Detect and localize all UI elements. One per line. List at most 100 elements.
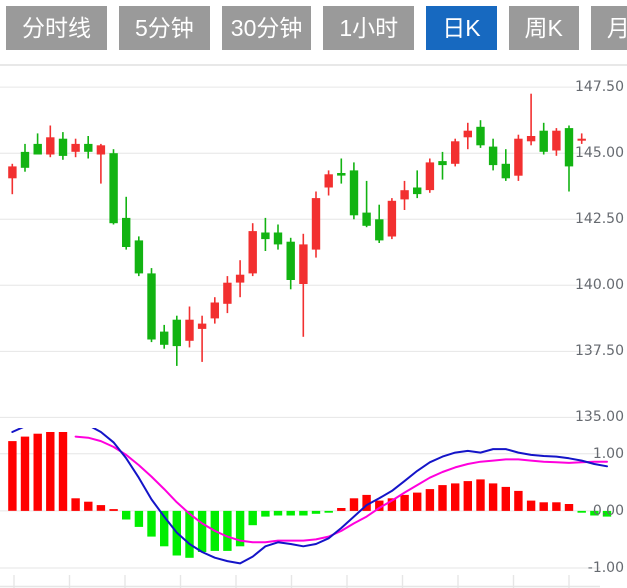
candle-body [147, 273, 156, 340]
candle-body [413, 187, 422, 195]
macd-histogram-bar [197, 510, 207, 552]
price-axis-tick: 142.50 [575, 211, 624, 228]
macd-histogram-bar [337, 508, 346, 511]
candle-body [577, 138, 586, 141]
candle-body [223, 282, 232, 304]
macd-histogram-bar [438, 485, 447, 511]
macd-histogram-bar [400, 494, 409, 511]
macd-histogram-bar [590, 510, 599, 516]
price-chart-panel[interactable]: 147.50 145.00 142.50 140.00 137.50 135.00 [0, 66, 627, 428]
macd-histogram-bar [552, 502, 561, 511]
macd-axis-tick: 0.00 [592, 502, 624, 519]
candle-body [451, 141, 460, 164]
candle-body [185, 319, 194, 341]
tab-1hour[interactable]: 1小时 [323, 6, 415, 50]
candle-body [172, 319, 181, 347]
macd-histogram-bar [577, 510, 586, 513]
candle-body [514, 138, 523, 176]
candle-body [109, 153, 118, 224]
candle-body [71, 143, 80, 152]
candle-body [488, 146, 498, 166]
candle-body [476, 126, 485, 146]
candle-body [564, 128, 574, 167]
macd-histogram-bar [248, 510, 257, 526]
macd-histogram-bar [8, 441, 17, 511]
macd-dea-line [74, 435, 608, 544]
macd-histogram-bar [20, 436, 30, 511]
price-axis-tick: 137.50 [575, 343, 624, 360]
candle-body [299, 244, 308, 284]
macd-histogram-bar [349, 498, 359, 511]
tab-5min[interactable]: 5分钟 [119, 6, 210, 50]
candle-body [33, 143, 42, 155]
candle-body [324, 174, 333, 188]
macd-histogram-bar [134, 510, 144, 527]
candle-body [84, 143, 93, 152]
candle-body [210, 302, 219, 319]
candle-body [400, 190, 409, 200]
macd-histogram-bar [324, 510, 333, 513]
candle-body [349, 170, 359, 216]
macd-histogram-bar [84, 501, 93, 511]
candlestick-svg [0, 86, 600, 418]
tab-day-k[interactable]: 日K [426, 6, 497, 50]
candle-body [337, 173, 346, 176]
macd-histogram-bar [160, 510, 169, 547]
price-axis-tick: 135.00 [575, 409, 624, 426]
candle-body [463, 130, 472, 138]
macd-axis-tick: 1.00 [592, 445, 624, 462]
macd-chart-panel[interactable]: 1.00 0.00 -1.00 [0, 428, 627, 588]
candle-body [235, 274, 245, 283]
candle-body [134, 240, 144, 274]
tab-label: 分时线 [22, 15, 91, 41]
candle-body [286, 241, 295, 280]
macd-histogram-bar [71, 498, 80, 511]
candle-body [160, 331, 169, 345]
candle-body [375, 219, 384, 241]
candle-body [122, 217, 131, 247]
macd-histogram-bar [109, 509, 118, 511]
candle-body [387, 200, 397, 237]
candle-body [197, 323, 207, 329]
tab-label: 5分钟 [135, 15, 194, 41]
candle-body [311, 198, 321, 250]
macd-histogram-bar [235, 510, 245, 547]
tab-week-k[interactable]: 周K [508, 6, 579, 50]
macd-histogram-bar [514, 490, 523, 511]
candle-body [46, 137, 55, 155]
tab-timeline[interactable]: 分时线 [6, 6, 107, 50]
candle-body [261, 232, 270, 240]
candle-body [438, 161, 447, 166]
macd-histogram-bar [46, 432, 55, 511]
tab-label: 日K [442, 15, 481, 41]
tab-month-k[interactable]: 月K [590, 6, 627, 50]
chart-area: 147.50 145.00 142.50 140.00 137.50 135.00 1.0… [0, 66, 627, 588]
candle-body [20, 151, 30, 168]
macd-histogram-bar [602, 510, 612, 517]
macd-histogram-bar [413, 492, 422, 511]
macd-histogram-bar [451, 483, 460, 511]
candle-body [362, 212, 371, 226]
candle-body [248, 231, 257, 274]
macd-histogram-bar [33, 433, 42, 511]
macd-axis-tick: -1.00 [587, 560, 624, 576]
macd-histogram-bar [387, 498, 397, 511]
macd-histogram-bar [286, 510, 295, 516]
macd-histogram-bar [539, 502, 548, 511]
macd-histogram-bar [122, 510, 131, 520]
macd-histogram-bar [273, 510, 283, 516]
macd-histogram-bar [362, 494, 371, 511]
macd-dif-line [11, 428, 608, 565]
macd-histogram-bar [311, 510, 321, 514]
candle-body [273, 232, 283, 245]
candle-body [501, 163, 510, 179]
price-axis-tick: 140.00 [575, 277, 624, 294]
candle-body [8, 166, 17, 179]
macd-histogram-bar [96, 505, 106, 511]
tab-30min[interactable]: 30分钟 [221, 6, 312, 50]
candle-body [425, 162, 435, 191]
macd-svg [0, 428, 612, 588]
macd-histogram-bar [147, 510, 156, 537]
macd-histogram-bar [425, 489, 435, 511]
tab-label: 1小时 [339, 15, 399, 41]
